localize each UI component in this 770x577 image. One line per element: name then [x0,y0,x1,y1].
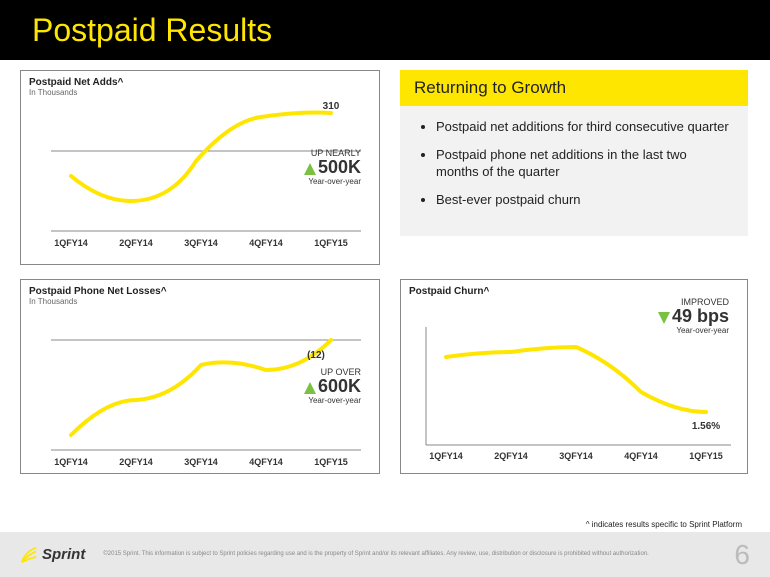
postpaid-churn-chart: Postpaid Churn^ 1.56% 1QFY14 2QFY14 3QFY… [400,279,748,474]
chart1-callout: UP NEARLY 500K Year-over-year [304,149,361,186]
svg-text:4QFY14: 4QFY14 [249,457,283,467]
growth-bullet: Postpaid phone net additions in the last… [436,146,732,181]
svg-text:4QFY14: 4QFY14 [249,238,283,248]
growth-header: Returning to Growth [400,70,748,106]
callout-sub: Year-over-year [304,178,361,186]
chart2-title: Postpaid Phone Net Losses^ [21,280,379,297]
sprint-fan-icon [20,546,38,564]
chart3-callout: IMPROVED 49 bps Year-over-year [658,298,729,335]
svg-text:1QFY15: 1QFY15 [689,451,723,461]
svg-text:3QFY14: 3QFY14 [559,451,593,461]
chart3-end-label: 1.56% [692,421,720,432]
svg-text:3QFY14: 3QFY14 [184,457,218,467]
chart3-title: Postpaid Churn^ [401,280,747,297]
callout-value: 600K [318,376,361,396]
growth-bullet: Postpaid net additions for third consecu… [436,118,732,136]
svg-text:1QFY14: 1QFY14 [54,457,88,467]
chart2-subtitle: In Thousands [21,297,379,310]
logo-text: Sprint [42,546,85,563]
footnote: ^ indicates results specific to Sprint P… [586,520,742,529]
svg-text:3QFY14: 3QFY14 [184,238,218,248]
svg-text:1QFY14: 1QFY14 [429,451,463,461]
callout-value: 500K [318,157,361,177]
bottom-row: Postpaid Phone Net Losses^ In Thousands … [20,279,750,474]
slide-header: Postpaid Results [0,0,770,60]
chart1-end-label: 310 [323,101,340,112]
slide-title: Postpaid Results [32,12,272,49]
chart1-title: Postpaid Net Adds^ [21,71,379,88]
arrow-up-icon [304,382,316,394]
growth-bullet: Best-ever postpaid churn [436,191,732,209]
sprint-logo: Sprint [20,546,85,564]
growth-body: Postpaid net additions for third consecu… [400,106,748,236]
svg-text:2QFY14: 2QFY14 [119,457,153,467]
postpaid-net-adds-chart: Postpaid Net Adds^ In Thousands 310 1QFY… [20,70,380,265]
callout-sub: Year-over-year [304,397,361,405]
svg-text:1QFY15: 1QFY15 [314,238,348,248]
callout-sub: Year-over-year [658,327,729,335]
svg-text:2QFY14: 2QFY14 [119,238,153,248]
top-row: Postpaid Net Adds^ In Thousands 310 1QFY… [20,70,750,265]
svg-text:2QFY14: 2QFY14 [494,451,528,461]
chart1-subtitle: In Thousands [21,88,379,101]
arrow-down-icon [658,312,670,324]
chart2-callout: UP OVER 600K Year-over-year [304,368,361,405]
callout-value: 49 bps [672,306,729,326]
slide-content: Postpaid Net Adds^ In Thousands 310 1QFY… [0,60,770,474]
svg-text:4QFY14: 4QFY14 [624,451,658,461]
growth-panel: Returning to Growth Postpaid net additio… [400,70,748,265]
footer: Sprint ©2015 Sprint. This information is… [0,532,770,577]
arrow-up-icon [304,163,316,175]
svg-text:1QFY14: 1QFY14 [54,238,88,248]
copyright-text: ©2015 Sprint. This information is subjec… [103,551,734,558]
growth-list: Postpaid net additions for third consecu… [416,118,732,208]
chart2-end-label: (12) [307,350,325,361]
svg-text:1QFY15: 1QFY15 [314,457,348,467]
postpaid-phone-losses-chart: Postpaid Phone Net Losses^ In Thousands … [20,279,380,474]
page-number: 6 [734,539,750,571]
